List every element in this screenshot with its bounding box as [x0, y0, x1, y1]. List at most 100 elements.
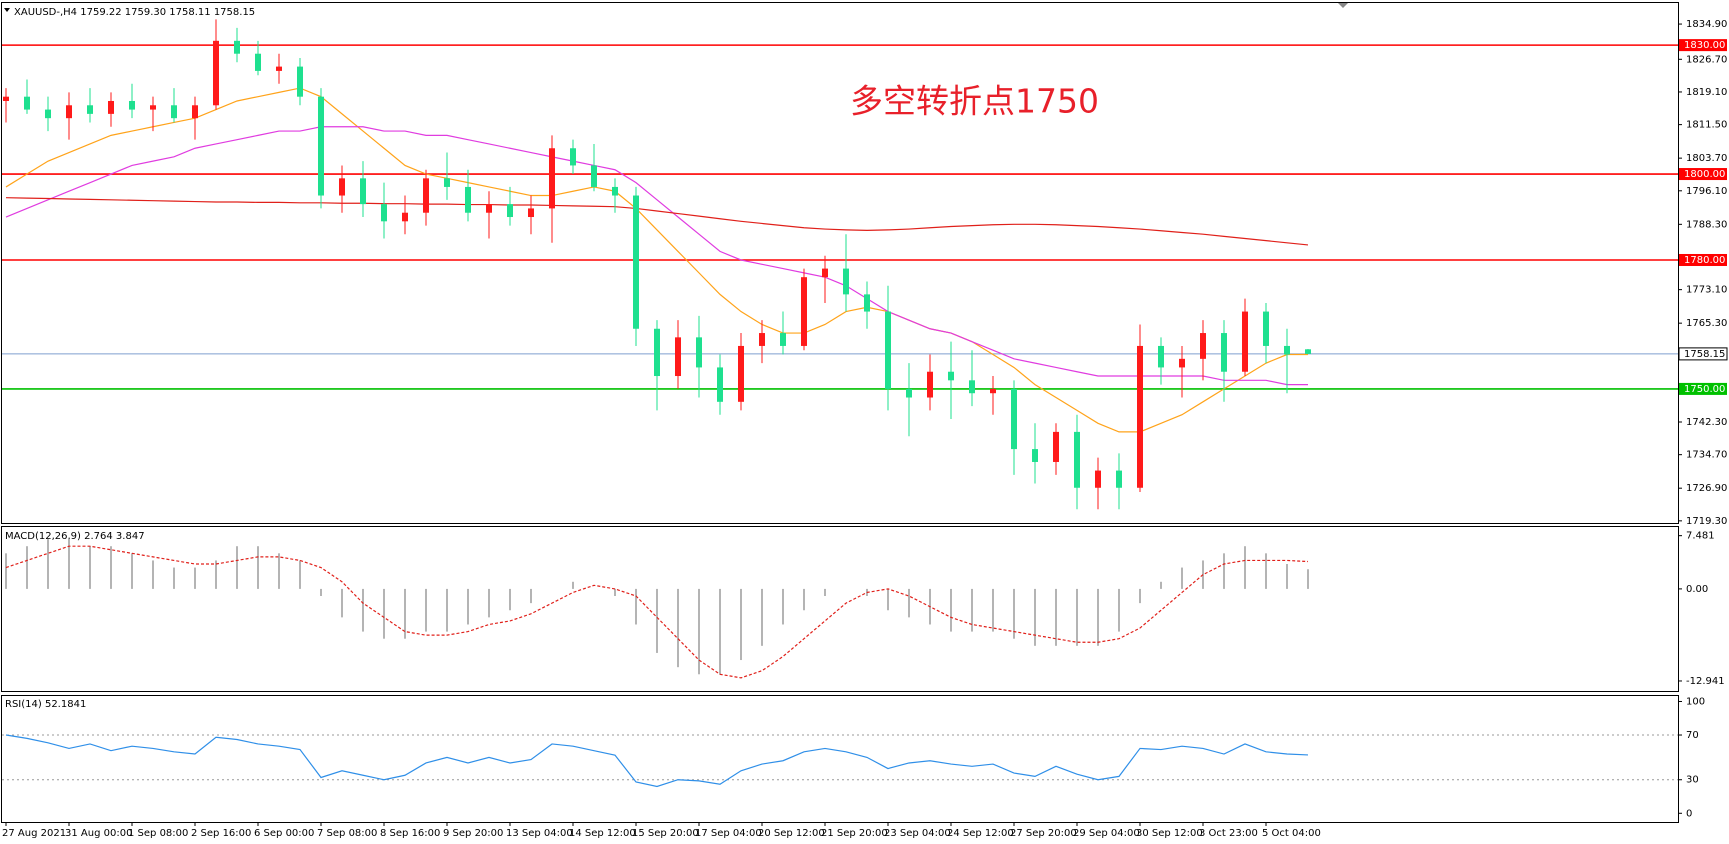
candle-body — [66, 105, 72, 119]
macd-panel — [1, 526, 1679, 692]
level-label-box — [1678, 347, 1728, 361]
y-tick-label: 70 — [1686, 730, 1699, 741]
candle-body — [1263, 311, 1269, 346]
candle-body — [969, 380, 975, 394]
y-tick-label: 1796.10 — [1686, 186, 1727, 197]
candle-body — [234, 40, 240, 54]
shift-marker — [1338, 3, 1348, 8]
candle-body — [570, 148, 576, 166]
level-label: 1758.15 — [1684, 349, 1725, 360]
candle-body — [1179, 358, 1185, 368]
x-tick-label: 15 Sep 20:00 — [632, 828, 699, 839]
x-tick-label: 31 Aug 00:00 — [65, 828, 132, 839]
line — [5, 545, 1309, 679]
level-label-box — [1679, 168, 1727, 181]
y-tick-label: 1819.10 — [1686, 87, 1727, 98]
candle-body — [276, 66, 282, 71]
level-label: 1800.00 — [1684, 169, 1725, 180]
candle-body — [696, 337, 702, 368]
candle-body — [24, 96, 30, 110]
x-tick-label: 6 Sep 00:00 — [254, 828, 314, 839]
rsi-title: RSI(14) 52.1841 — [5, 699, 86, 710]
y-tick-label: 1742.30 — [1686, 417, 1727, 428]
x-tick-label: 30 Sep 12:00 — [1136, 828, 1203, 839]
x-tick-label: 8 Sep 16:00 — [380, 828, 440, 839]
x-tick-label: 9 Sep 20:00 — [443, 828, 503, 839]
candle-body — [1011, 388, 1017, 450]
x-tick-label: 27 Aug 2021 — [2, 828, 66, 839]
x-tick-label: 24 Sep 12:00 — [947, 828, 1014, 839]
x-tick-label: 5 Oct 04:00 — [1262, 828, 1321, 839]
y-tick-label: 1826.70 — [1686, 54, 1727, 65]
line — [5, 197, 1309, 246]
y-tick-label: 30 — [1686, 775, 1699, 786]
candle-body — [108, 100, 114, 114]
line — [5, 734, 1309, 788]
candle-body — [1200, 333, 1206, 359]
x-tick-label: 3 Oct 23:00 — [1199, 828, 1258, 839]
candle-body — [318, 96, 324, 196]
candle-body — [549, 148, 555, 209]
y-tick-label: 0 — [1686, 808, 1692, 819]
y-tick-label: 1788.30 — [1686, 219, 1727, 230]
candle-body — [297, 66, 303, 97]
candle-body — [1116, 470, 1122, 488]
candle-body — [1053, 431, 1059, 462]
x-tick-label: 7 Sep 08:00 — [317, 828, 377, 839]
candle-body — [381, 204, 387, 222]
y-tick-label: 1773.10 — [1686, 285, 1727, 296]
candle-body — [654, 328, 660, 377]
candle-body — [822, 268, 828, 278]
x-tick-label: 17 Sep 04:00 — [695, 828, 762, 839]
candle-body — [843, 268, 849, 295]
annotation: 多空转折点1750 — [850, 82, 1099, 121]
line — [5, 87, 1308, 433]
main-panel — [1, 2, 1679, 524]
line — [5, 126, 1308, 386]
candle-body — [1137, 345, 1143, 488]
candle-body — [801, 277, 807, 346]
candle-body — [465, 186, 471, 213]
candle-body — [591, 165, 597, 187]
candle-body — [1074, 431, 1080, 488]
candle-body — [675, 337, 681, 377]
y-tick-label: 7.481 — [1686, 531, 1715, 542]
x-tick-label: 21 Sep 20:00 — [821, 828, 888, 839]
candle-body — [1305, 349, 1311, 354]
candle-body — [423, 178, 429, 213]
level-label-box — [1679, 253, 1727, 266]
x-tick-label: 27 Sep 20:00 — [1010, 828, 1077, 839]
y-tick-label: 0.00 — [1686, 584, 1708, 595]
y-tick-label: 1803.70 — [1686, 153, 1727, 164]
chart-title: XAUUSD-,H4 1759.22 1759.30 1758.11 1758.… — [14, 7, 255, 18]
candle-body — [507, 204, 513, 218]
candle-body — [1221, 333, 1227, 372]
candle-body — [612, 186, 618, 196]
y-tick-label: 1765.30 — [1686, 318, 1727, 329]
candle-body — [948, 371, 954, 381]
candle-body — [360, 178, 366, 205]
candle-body — [213, 40, 219, 106]
candle-body — [3, 96, 9, 101]
x-tick-label: 2 Sep 16:00 — [191, 828, 251, 839]
y-tick-label: 1726.90 — [1686, 483, 1727, 494]
y-tick-label: 1734.70 — [1686, 450, 1727, 461]
candle-body — [927, 371, 933, 398]
candle-body — [444, 178, 450, 187]
x-tick-label: 29 Sep 04:00 — [1073, 828, 1140, 839]
y-tick-label: 1719.30 — [1686, 516, 1727, 527]
y-tick-label: 100 — [1686, 696, 1705, 707]
candle-body — [885, 311, 891, 389]
candle-body — [1284, 345, 1290, 355]
x-tick-label: 14 Sep 12:00 — [569, 828, 636, 839]
menu-arrow[interactable] — [4, 8, 10, 12]
candle-body — [1095, 470, 1101, 488]
candle-body — [87, 105, 93, 114]
candle-body — [780, 333, 786, 346]
x-tick-label: 1 Sep 08:00 — [128, 828, 188, 839]
level-label: 1750.00 — [1684, 384, 1725, 395]
candle-body — [990, 388, 996, 394]
candle-body — [150, 105, 156, 110]
